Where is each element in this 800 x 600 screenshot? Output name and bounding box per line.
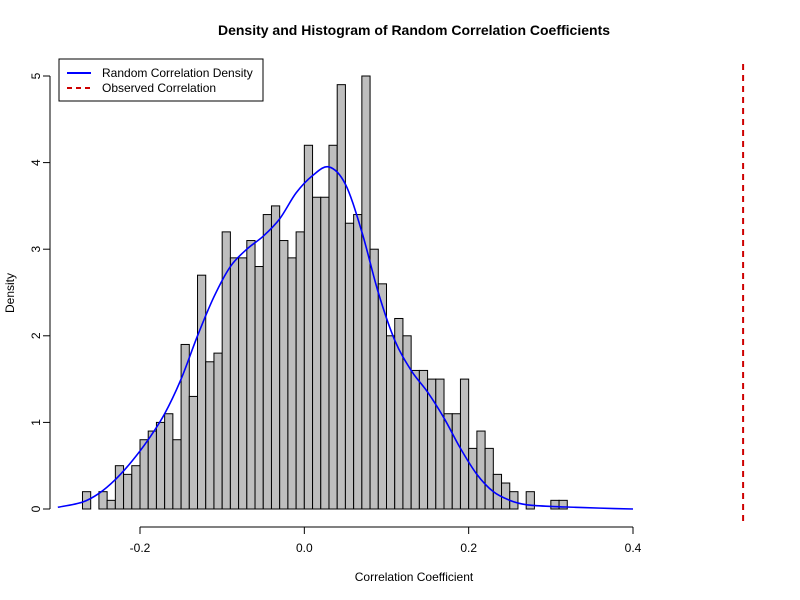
- histogram-bar: [361, 75, 371, 510]
- histogram-bar: [254, 266, 264, 510]
- density-layer: [57, 165, 634, 510]
- histogram-bar: [435, 378, 445, 510]
- y-tick-label: 0: [29, 505, 43, 512]
- histogram-bar: [344, 222, 355, 510]
- x-axis: -0.2 0.0 0.2 0.4: [130, 526, 642, 555]
- legend-density-label: Random Correlation Density: [102, 66, 253, 80]
- histogram-bars: [81, 75, 568, 510]
- histogram-bar: [402, 335, 412, 510]
- legend-observed-label: Observed Correlation: [102, 81, 216, 95]
- histogram-bar: [164, 413, 174, 510]
- histogram-bar: [386, 335, 396, 510]
- histogram-bar: [106, 499, 116, 510]
- histogram-bar: [443, 413, 453, 510]
- y-tick-label: 5: [29, 72, 43, 79]
- histogram-bar: [98, 491, 108, 510]
- histogram-bar: [229, 257, 240, 510]
- histogram-bar: [484, 447, 494, 510]
- y-tick-label: 3: [29, 246, 43, 253]
- histogram-bar: [123, 473, 133, 510]
- histogram-bar: [525, 491, 535, 510]
- histogram-bar: [197, 274, 207, 510]
- histogram-bar: [172, 439, 182, 510]
- histogram-bar: [558, 499, 568, 510]
- histogram-bar: [336, 84, 346, 510]
- histogram-bar: [279, 240, 289, 510]
- histogram-bar: [451, 413, 461, 510]
- legend-box: [58, 58, 264, 102]
- x-tick-label: 0.0: [296, 541, 313, 555]
- histogram-bar: [312, 196, 322, 510]
- histogram-bar: [287, 257, 297, 510]
- histogram-bar: [147, 430, 157, 510]
- histogram-bar: [501, 482, 511, 510]
- histogram-bar: [155, 421, 166, 510]
- histogram-bar: [303, 144, 314, 510]
- y-axis: 0 1 2 3 4 5: [29, 72, 51, 512]
- histogram-bar: [205, 361, 215, 510]
- histogram-bar: [410, 369, 420, 510]
- histogram-bar: [262, 214, 272, 510]
- histogram-bar: [459, 378, 470, 510]
- y-tick-label: 1: [29, 419, 43, 426]
- y-tick-label: 2: [29, 332, 43, 339]
- x-tick-label: -0.2: [130, 541, 151, 555]
- histogram-bar: [328, 144, 338, 510]
- y-axis-label: Density: [3, 273, 17, 313]
- x-axis-label: Correlation Coefficient: [355, 570, 474, 584]
- histogram-bar: [476, 430, 486, 510]
- histogram-bar: [213, 352, 223, 510]
- histogram-bar: [238, 257, 248, 510]
- legend: Random Correlation Density Observed Corr…: [58, 58, 264, 102]
- histogram-bar: [353, 214, 363, 510]
- histogram-bar: [550, 499, 560, 510]
- density-curve: [57, 165, 634, 510]
- histogram-bar: [131, 465, 141, 510]
- chart-title: Density and Histogram of Random Correlat…: [218, 22, 610, 38]
- histogram-bar: [377, 283, 387, 510]
- x-tick-label: 0.2: [460, 541, 477, 555]
- histogram-bar: [188, 395, 199, 510]
- histogram-bar: [270, 205, 281, 510]
- histogram-bar: [320, 196, 330, 510]
- histogram-bar: [468, 447, 478, 510]
- histogram-bar: [246, 240, 256, 510]
- x-tick-label: 0.4: [625, 541, 642, 555]
- y-tick-label: 4: [29, 159, 43, 166]
- histogram-bar: [394, 317, 404, 510]
- histogram-bar: [295, 231, 305, 510]
